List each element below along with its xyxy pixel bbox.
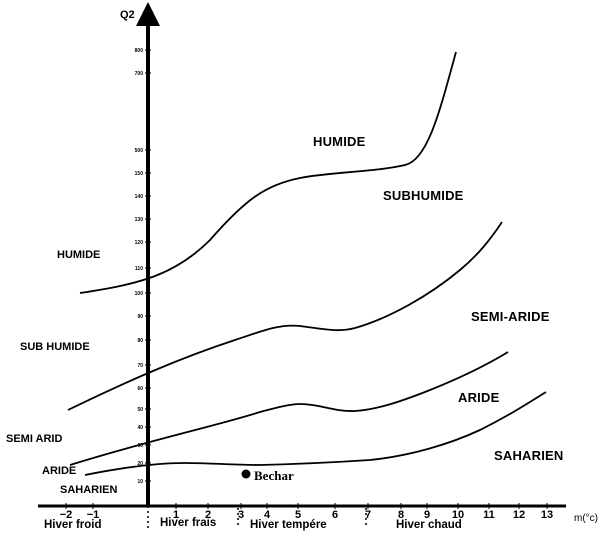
- x-ticks: −2 −1 1 2 3 4 5 6 7 8 9 10 11 12 13: [60, 503, 553, 521]
- y-tick-label: 70: [137, 363, 143, 369]
- x-tick-label: 1: [173, 509, 179, 521]
- y-tick-label: 130: [135, 217, 144, 223]
- x-tick-label: 10: [452, 509, 464, 521]
- y-tick-label: 110: [135, 266, 143, 272]
- x-tick-label: 11: [483, 509, 495, 521]
- zone-label-aride: ARIDE: [458, 390, 500, 405]
- y-tick-label: 100: [135, 291, 144, 297]
- zone-label-semiaride: SEMI-ARIDE: [471, 309, 550, 324]
- boundary-semiaride-aride: [69, 351, 509, 466]
- y-tick-label: 700: [135, 71, 144, 77]
- y-tick-label: 10: [137, 479, 143, 485]
- zone-label-humide: HUMIDE: [313, 134, 366, 149]
- winter-separators: [147, 506, 367, 528]
- x-tick-label: 8: [398, 509, 404, 521]
- x-tick-label: −1: [87, 509, 100, 521]
- y-tick-label: 800: [135, 48, 144, 54]
- zone-label-saharien: SAHARIEN: [494, 448, 564, 463]
- y-tick-label: 60: [137, 386, 143, 392]
- station-label-bechar: Bechar: [254, 468, 294, 483]
- winter-label-froid: Hiver froid: [44, 519, 102, 531]
- y-tick-label: 150: [135, 171, 144, 177]
- y-tick-label: 80: [137, 338, 143, 344]
- y-tick-label: 90: [137, 314, 143, 320]
- x-axis-label: m(°c): [574, 513, 598, 524]
- side-label-aride: ARIDE: [42, 465, 76, 477]
- x-tick-label: 6: [332, 509, 338, 521]
- x-tick-label: 2: [205, 509, 211, 521]
- boundary-subhumide-semiaride: [67, 221, 503, 411]
- y-tick-label: 120: [135, 240, 144, 246]
- boundary-humide-subhumide: [79, 51, 457, 294]
- side-label-humide: HUMIDE: [57, 249, 100, 261]
- winter-label-tempere: Hiver tempére: [250, 519, 327, 531]
- x-tick-label: 13: [541, 509, 553, 521]
- side-label-semi-arid: SEMI ARID: [6, 433, 62, 445]
- y-tick-label: 140: [135, 194, 144, 200]
- y-tick-label: 40: [137, 425, 143, 431]
- winter-label-chaud: Hiver chaud: [396, 519, 462, 531]
- x-tick-label: −2: [60, 509, 73, 521]
- y-ticks: 10 20 30 40 50 60 70 80 90 100 110 120 130 140 150 500 7…: [135, 48, 151, 485]
- station-marker-bechar: [241, 469, 251, 479]
- y-axis-label: Q2: [120, 9, 135, 21]
- x-tick-label: 3: [238, 509, 244, 521]
- y-tick-label: 500: [135, 148, 144, 154]
- x-tick-label: 4: [264, 509, 271, 521]
- side-label-saharien: SAHARIEN: [60, 484, 118, 496]
- zone-label-subhumide: SUBHUMIDE: [383, 188, 464, 203]
- y-tick-label: 30: [137, 443, 143, 449]
- x-tick-label: 12: [513, 509, 525, 521]
- y-tick-label: 20: [137, 461, 143, 467]
- x-tick-label: 9: [424, 509, 430, 521]
- boundary-aride-saharien: [84, 391, 547, 476]
- x-tick-label: 7: [365, 509, 371, 521]
- zone-boundaries: [67, 51, 547, 476]
- side-label-sub-humide: SUB HUMIDE: [20, 341, 90, 353]
- x-tick-label: 5: [295, 509, 301, 521]
- y-tick-label: 50: [137, 407, 143, 413]
- winter-label-frais: Hiver frais: [160, 517, 216, 529]
